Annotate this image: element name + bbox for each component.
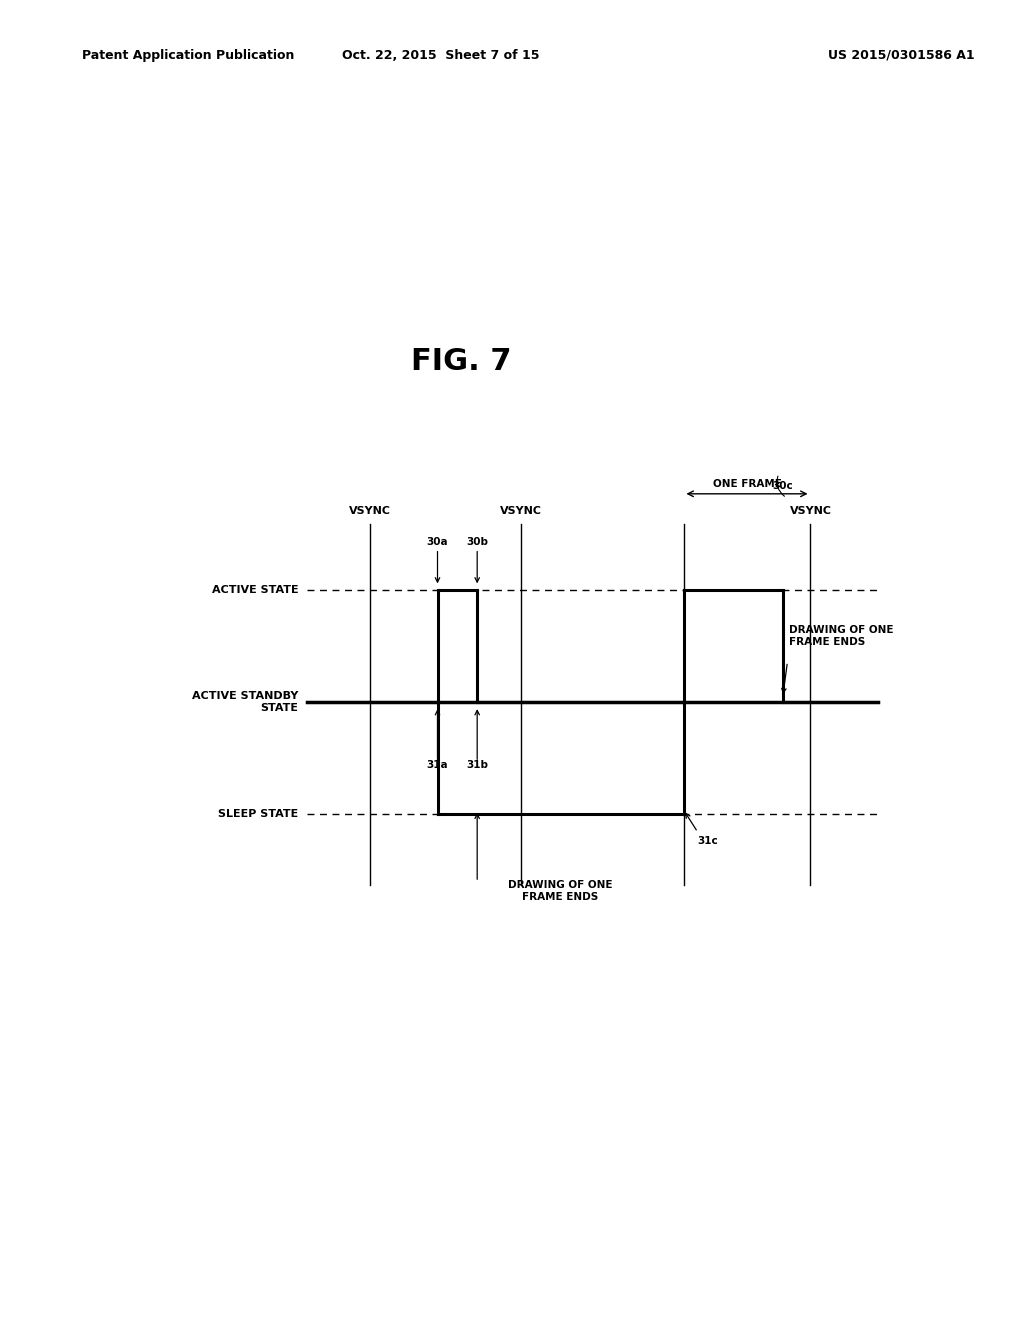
Text: SLEEP STATE: SLEEP STATE bbox=[218, 809, 299, 818]
Text: DRAWING OF ONE
FRAME ENDS: DRAWING OF ONE FRAME ENDS bbox=[508, 880, 612, 903]
Text: ACTIVE STANDBY
STATE: ACTIVE STANDBY STATE bbox=[193, 690, 299, 713]
Text: DRAWING OF ONE
FRAME ENDS: DRAWING OF ONE FRAME ENDS bbox=[790, 624, 894, 647]
Text: VSYNC: VSYNC bbox=[349, 506, 391, 516]
Text: 31b: 31b bbox=[466, 760, 488, 770]
Text: 30b: 30b bbox=[466, 537, 488, 546]
Text: ONE FRAME: ONE FRAME bbox=[713, 479, 781, 488]
Text: VSYNC: VSYNC bbox=[790, 506, 831, 516]
Text: FIG. 7: FIG. 7 bbox=[411, 347, 512, 376]
Text: US 2015/0301586 A1: US 2015/0301586 A1 bbox=[827, 49, 975, 62]
Text: Patent Application Publication: Patent Application Publication bbox=[82, 49, 294, 62]
Text: 30a: 30a bbox=[427, 537, 449, 546]
Text: 30c: 30c bbox=[772, 480, 794, 491]
Text: ACTIVE STATE: ACTIVE STATE bbox=[212, 585, 299, 595]
Text: VSYNC: VSYNC bbox=[500, 506, 542, 516]
Text: Oct. 22, 2015  Sheet 7 of 15: Oct. 22, 2015 Sheet 7 of 15 bbox=[342, 49, 539, 62]
Text: 31a: 31a bbox=[427, 760, 449, 770]
Text: 31c: 31c bbox=[697, 837, 718, 846]
